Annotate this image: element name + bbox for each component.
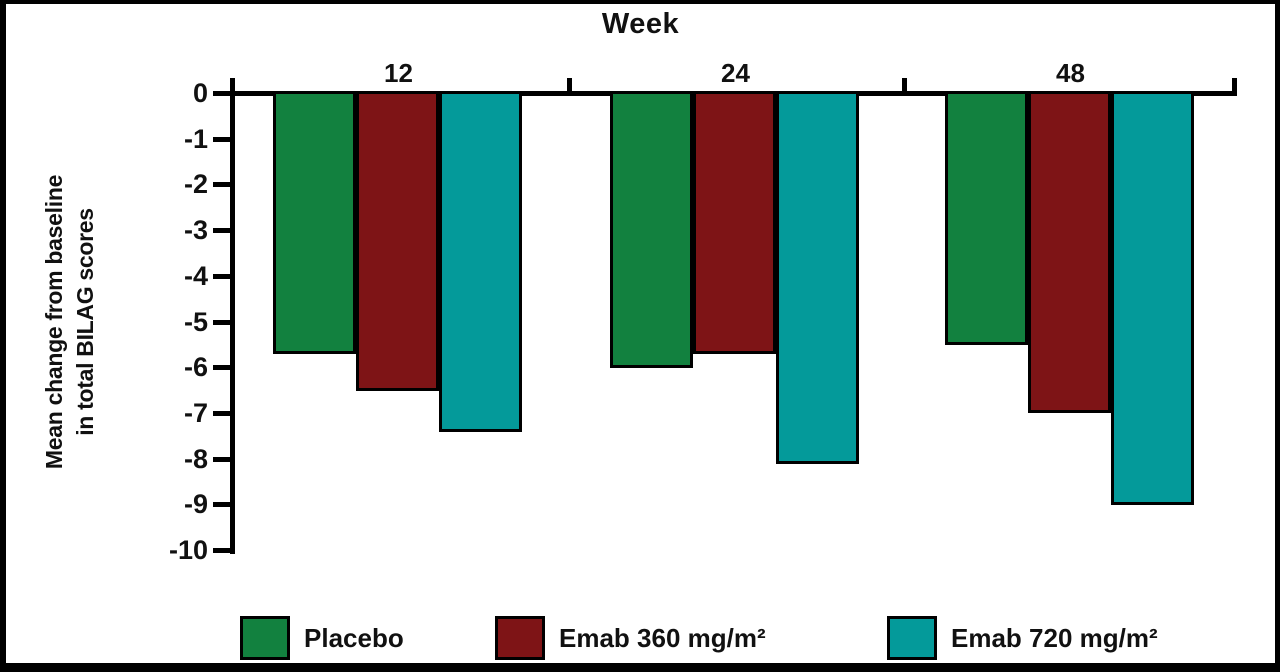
y-axis-line [230, 78, 235, 554]
x-group-label: 24 [721, 58, 750, 88]
bar-12-series-1 [356, 91, 439, 391]
y-tick-mark [213, 548, 230, 553]
legend-label: Emab 360 mg/m² [559, 622, 766, 653]
y-axis-title-line2: in total BILAG scores [72, 208, 98, 436]
y-tick-mark [213, 410, 230, 416]
bar-48-series-2 [1111, 91, 1194, 505]
chart-title: Week [601, 8, 680, 40]
y-tick-label: -10 [168, 535, 208, 565]
y-tick-label: -1 [183, 123, 208, 154]
bar-24-series-2 [776, 91, 859, 464]
y-tick-mark [213, 91, 230, 96]
x-axis-tick-mark [902, 78, 907, 92]
legend-item: Placebo [240, 615, 404, 661]
y-axis-title-line1: Mean change from baseline [41, 174, 67, 470]
legend-item: Emab 720 mg/m² [887, 615, 1158, 661]
y-tick-mark [213, 456, 230, 462]
y-tick-mark [213, 319, 230, 325]
y-tick-label: -2 [183, 169, 208, 200]
y-tick-mark [213, 273, 230, 279]
x-group-label: 12 [384, 58, 413, 88]
y-tick-label: -7 [183, 397, 208, 428]
x-axis-tick-mark [1232, 78, 1237, 92]
y-tick-label: -5 [183, 306, 208, 337]
y-axis-title: Mean change from baseline in total BILAG… [39, 62, 101, 582]
bar-48-series-0 [945, 91, 1028, 345]
legend-label: Emab 720 mg/m² [951, 622, 1158, 653]
y-tick-label: 0 [192, 78, 208, 108]
legend-swatch [887, 616, 937, 660]
legend-item: Emab 360 mg/m² [495, 615, 766, 661]
bar-12-series-0 [273, 91, 356, 354]
bar-24-series-1 [693, 91, 776, 354]
y-tick-mark [213, 365, 230, 371]
y-tick-mark [213, 502, 230, 508]
y-tick-label: -9 [183, 489, 208, 520]
legend-swatch [240, 616, 290, 660]
y-tick-mark [213, 182, 230, 188]
y-tick-label: -8 [183, 443, 208, 474]
bar-48-series-1 [1028, 91, 1111, 414]
plot-area: Week 12 24 48 0 -1 -2 -3 -4 -5 -6 -7 -8 -9 -10 Mean … [6, 4, 1275, 663]
y-tick-mark [213, 136, 230, 142]
x-axis-tick-mark [567, 78, 572, 92]
legend: Placebo Emab 360 mg/m² Emab 720 mg/m² [6, 615, 1275, 663]
legend-swatch [495, 616, 545, 660]
bar-12-series-2 [439, 91, 522, 432]
y-tick-mark [213, 228, 230, 234]
bar-24-series-0 [610, 91, 693, 368]
y-tick-label: -6 [183, 352, 208, 383]
legend-label: Placebo [304, 622, 404, 653]
y-tick-label: -3 [183, 215, 208, 246]
y-tick-label: -4 [183, 260, 208, 291]
x-group-label: 48 [1056, 58, 1085, 88]
